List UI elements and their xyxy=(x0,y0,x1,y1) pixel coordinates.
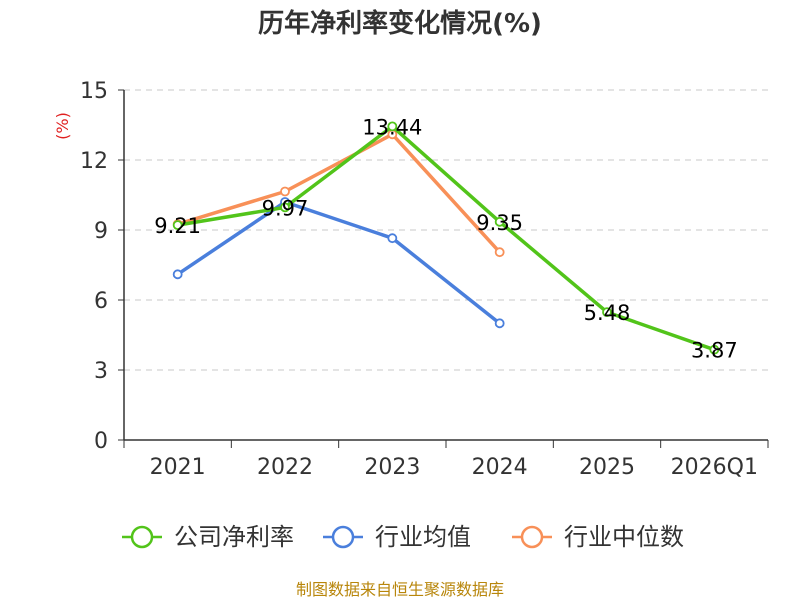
chart-title: 历年净利率变化情况(%) xyxy=(258,8,542,39)
legend-marker-1 xyxy=(331,525,355,549)
x-tick-label: 2024 xyxy=(472,455,528,480)
data-label: 3.87 xyxy=(691,339,738,363)
data-labels: 9.21 9.97 13.44 9.35 5.48 3.87 xyxy=(154,115,737,362)
y-tick-label: 3 xyxy=(94,359,108,384)
axes: 0 3 6 9 12 15 2021 2022 2023 2024 2025 2026Q1 xyxy=(80,79,769,480)
x-tick-label: 2023 xyxy=(364,455,420,480)
data-label: 5.48 xyxy=(584,301,631,325)
x-tick-label: 2022 xyxy=(257,455,313,480)
legend-label-0: 公司净利率 xyxy=(174,523,294,551)
data-label: 9.97 xyxy=(262,196,309,220)
source-note: 制图数据来自恒生聚源数据库 xyxy=(296,580,504,599)
series-line-1 xyxy=(175,200,502,326)
x-tick-label: 2025 xyxy=(579,455,635,480)
series-line-0 xyxy=(175,124,717,352)
data-point xyxy=(387,233,398,244)
legend-label-1: 行业均值 xyxy=(375,523,471,551)
legend-marker-2 xyxy=(520,525,544,549)
data-point xyxy=(494,216,505,227)
data-label: 9.21 xyxy=(154,214,201,238)
data-point xyxy=(387,121,398,132)
y-tick-label: 9 xyxy=(94,219,108,244)
x-tick-label: 2026Q1 xyxy=(671,455,758,480)
data-point xyxy=(172,269,183,280)
series-lines xyxy=(172,121,720,355)
y-axis-unit: (%) xyxy=(53,112,72,140)
data-label: 9.35 xyxy=(476,211,523,235)
legend-marker-0 xyxy=(130,525,154,549)
y-tick-label: 12 xyxy=(80,149,108,174)
y-tick-label: 6 xyxy=(94,289,108,314)
data-point xyxy=(280,202,290,213)
data-point xyxy=(172,220,183,231)
data-point xyxy=(602,307,612,318)
legend: 公司净利率 行业均值 行业中位数 xyxy=(122,523,684,551)
data-label: 13.44 xyxy=(362,115,422,139)
data-point xyxy=(280,186,290,197)
data-point xyxy=(494,318,505,329)
legend-label-2: 行业中位数 xyxy=(564,523,684,551)
y-tick-label: 0 xyxy=(94,429,108,454)
data-point xyxy=(709,344,720,355)
data-point xyxy=(494,247,505,258)
x-tick-label: 2021 xyxy=(150,455,206,480)
y-tick-label: 15 xyxy=(80,79,108,104)
series-line-2 xyxy=(175,132,502,254)
grid-lines xyxy=(124,89,768,371)
